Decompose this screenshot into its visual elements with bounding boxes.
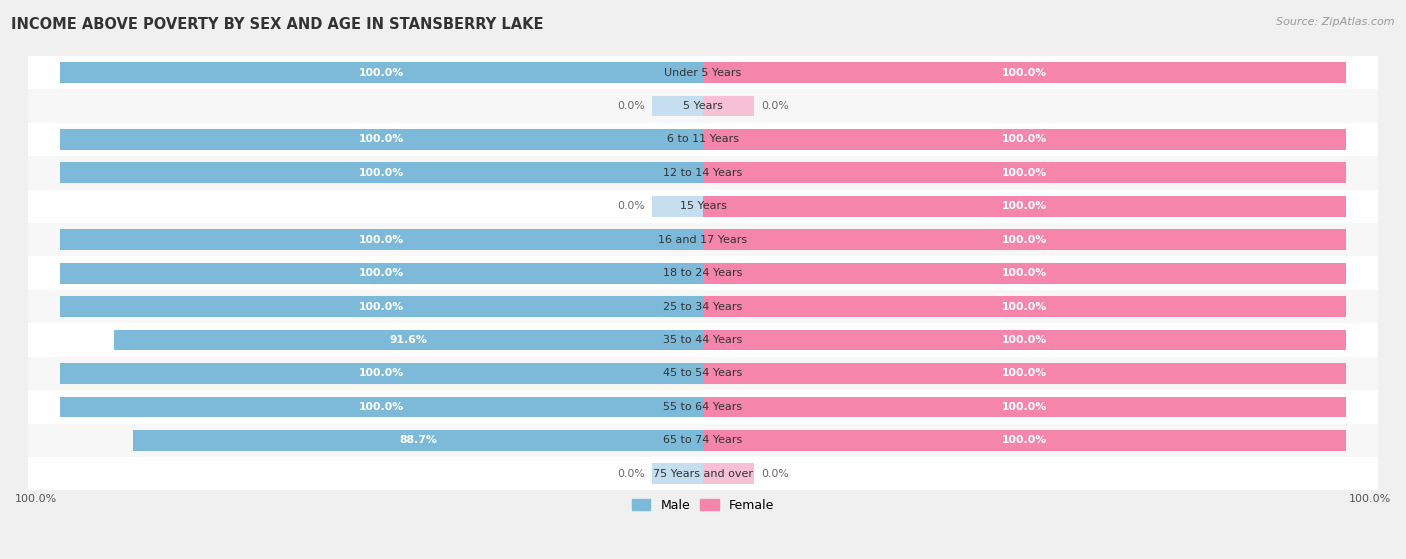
Text: 35 to 44 Years: 35 to 44 Years: [664, 335, 742, 345]
Text: 12 to 14 Years: 12 to 14 Years: [664, 168, 742, 178]
Text: 100.0%: 100.0%: [1002, 435, 1047, 446]
Text: 100.0%: 100.0%: [359, 368, 404, 378]
Bar: [651, 96, 703, 116]
Bar: [703, 296, 1346, 317]
Text: 0.0%: 0.0%: [617, 201, 645, 211]
Text: 100.0%: 100.0%: [1002, 134, 1047, 144]
Bar: [60, 229, 703, 250]
Text: 88.7%: 88.7%: [399, 435, 437, 446]
Bar: [703, 363, 1346, 384]
Text: 0.0%: 0.0%: [761, 469, 789, 479]
Text: 91.6%: 91.6%: [389, 335, 427, 345]
Text: Source: ZipAtlas.com: Source: ZipAtlas.com: [1277, 17, 1395, 27]
Text: 100.0%: 100.0%: [359, 235, 404, 245]
Text: 15 Years: 15 Years: [679, 201, 727, 211]
Bar: [28, 290, 1378, 323]
Text: 0.0%: 0.0%: [617, 101, 645, 111]
Bar: [28, 190, 1378, 223]
Bar: [703, 463, 755, 484]
Text: 100.0%: 100.0%: [359, 68, 404, 78]
Bar: [703, 96, 755, 116]
Text: 100.0%: 100.0%: [1002, 402, 1047, 412]
Bar: [60, 296, 703, 317]
Text: 5 Years: 5 Years: [683, 101, 723, 111]
Text: 100.0%: 100.0%: [359, 134, 404, 144]
Text: 100.0%: 100.0%: [1002, 235, 1047, 245]
Bar: [114, 330, 703, 350]
Legend: Male, Female: Male, Female: [627, 494, 779, 517]
Bar: [651, 196, 703, 217]
Text: 0.0%: 0.0%: [761, 101, 789, 111]
Bar: [28, 56, 1378, 89]
Text: 100.0%: 100.0%: [1002, 368, 1047, 378]
Bar: [60, 396, 703, 417]
Bar: [60, 129, 703, 150]
Bar: [28, 323, 1378, 357]
Text: 75 Years and over: 75 Years and over: [652, 469, 754, 479]
Bar: [28, 457, 1378, 490]
Text: Under 5 Years: Under 5 Years: [665, 68, 741, 78]
Bar: [703, 62, 1346, 83]
Text: 100.0%: 100.0%: [1002, 268, 1047, 278]
Bar: [60, 263, 703, 283]
Text: 100.0%: 100.0%: [1002, 68, 1047, 78]
Text: 65 to 74 Years: 65 to 74 Years: [664, 435, 742, 446]
Bar: [60, 62, 703, 83]
Bar: [703, 396, 1346, 417]
Bar: [703, 430, 1346, 451]
Bar: [28, 223, 1378, 257]
Bar: [703, 163, 1346, 183]
Bar: [703, 129, 1346, 150]
Text: 100.0%: 100.0%: [359, 268, 404, 278]
Text: 100.0%: 100.0%: [359, 168, 404, 178]
Text: 6 to 11 Years: 6 to 11 Years: [666, 134, 740, 144]
Text: 16 and 17 Years: 16 and 17 Years: [658, 235, 748, 245]
Bar: [703, 330, 1346, 350]
Text: 100.0%: 100.0%: [1348, 494, 1391, 504]
Text: 100.0%: 100.0%: [1002, 201, 1047, 211]
Text: 55 to 64 Years: 55 to 64 Years: [664, 402, 742, 412]
Bar: [28, 89, 1378, 122]
Bar: [60, 163, 703, 183]
Text: 25 to 34 Years: 25 to 34 Years: [664, 302, 742, 311]
Bar: [703, 263, 1346, 283]
Text: 0.0%: 0.0%: [617, 469, 645, 479]
Text: 18 to 24 Years: 18 to 24 Years: [664, 268, 742, 278]
Bar: [28, 357, 1378, 390]
Text: 100.0%: 100.0%: [1002, 335, 1047, 345]
Bar: [28, 156, 1378, 190]
Text: 100.0%: 100.0%: [359, 302, 404, 311]
Text: 100.0%: 100.0%: [1002, 302, 1047, 311]
Bar: [132, 430, 703, 451]
Bar: [28, 257, 1378, 290]
Bar: [28, 122, 1378, 156]
Bar: [28, 390, 1378, 424]
Text: INCOME ABOVE POVERTY BY SEX AND AGE IN STANSBERRY LAKE: INCOME ABOVE POVERTY BY SEX AND AGE IN S…: [11, 17, 544, 32]
Bar: [703, 229, 1346, 250]
Text: 45 to 54 Years: 45 to 54 Years: [664, 368, 742, 378]
Text: 100.0%: 100.0%: [359, 402, 404, 412]
Bar: [651, 463, 703, 484]
Bar: [28, 424, 1378, 457]
Text: 100.0%: 100.0%: [1002, 168, 1047, 178]
Text: 100.0%: 100.0%: [15, 494, 58, 504]
Bar: [60, 363, 703, 384]
Bar: [703, 196, 1346, 217]
